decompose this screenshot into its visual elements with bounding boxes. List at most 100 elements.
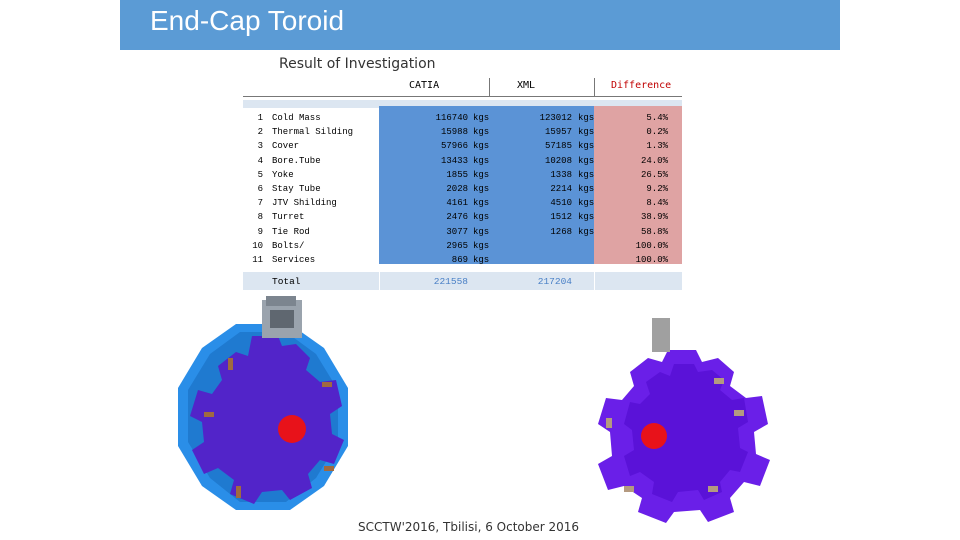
component-name: Tie Rod [272,226,310,237]
total-xml: 217204 [537,276,572,287]
catia-unit: kgs [473,127,490,138]
component-name: Services [272,254,316,265]
difference-value: 24.0% [640,155,668,166]
total-band-divider [379,272,380,290]
xml-value: 1338 [550,169,572,180]
row-number: 1 [257,113,263,123]
component-name: Cover [272,141,300,152]
catia-toroid-image [178,296,348,510]
row-number: 5 [257,169,263,180]
catia-value: 869 [451,254,468,265]
difference-value: 100.0% [635,240,668,251]
difference-value: 38.9% [640,212,668,223]
xml-value [525,239,572,253]
catia-unit: kgs [473,169,490,180]
total-label: Total [272,276,301,287]
row-number: 10 [252,240,263,251]
xml-header: XML [517,80,536,91]
catia-unit: kgs [473,212,490,223]
xml-unit: kgs [578,226,595,237]
row-number-column: 1 2 3 4 5 6 7 8 9 10 11 [243,111,263,267]
component-name: Thermal Silding [272,127,354,138]
catia-value-column: 116740 15988 57966 13433 1855 2028 4161 2476 307… [420,111,468,267]
row-number: 6 [257,183,263,194]
xml-unit: kgs [578,198,595,209]
total-band-divider [594,272,595,290]
xml-unit-column: kgs kgs kgs kgs kgs kgs kgs kgs kgs [578,111,598,267]
xml-unit: kgs [578,127,595,138]
row-number: 9 [257,226,263,237]
component-name: Stay Tube [272,183,321,194]
xml-value: 10208 [544,155,572,166]
difference-band [594,106,682,264]
component-name: Yoke [272,169,294,180]
xml-unit: kgs [578,183,595,194]
catia-xml-band [379,106,594,264]
difference-value: 8.4% [646,198,668,209]
xml-unit: kgs [578,141,595,152]
xml-value: 15957 [544,127,572,138]
header-divider [489,78,490,96]
difference-value: 26.5% [640,169,668,180]
catia-unit: kgs [473,113,490,123]
catia-unit: kgs [473,183,490,194]
catia-unit: kgs [473,141,490,152]
total-band [243,272,682,290]
catia-unit: kgs [473,198,490,209]
slide-title: End-Cap Toroid [150,5,345,36]
difference-value: 5.4% [646,113,668,123]
catia-value: 13433 [440,155,468,166]
xml-value-column: 123012 15957 57185 10208 1338 2214 4510 1512 126… [525,111,572,267]
row-number: 2 [257,127,263,138]
component-name: Turret [272,212,305,223]
difference-value: 1.3% [646,141,668,152]
difference-value: 0.2% [646,127,668,138]
difference-value: 100.0% [635,254,668,265]
difference-header: Difference [611,80,672,91]
difference-value: 58.8% [640,226,668,237]
catia-value: 116740 [435,113,468,123]
xml-unit: kgs [578,212,595,223]
xml-unit: kgs [578,169,595,180]
component-name: Cold Mass [272,113,321,123]
catia-unit: kgs [473,240,490,251]
xml-value: 2214 [550,183,572,194]
slide-footer: SCCTW'2016, Tbilisi, 6 October 2016 [358,520,580,534]
row-number: 11 [252,254,263,265]
xml-unit: kgs [578,155,595,166]
catia-value: 4161 [446,198,468,209]
xml-unit [578,253,598,267]
total-catia: 221558 [433,276,468,287]
difference-column: 5.4% 0.2% 1.3% 24.0% 26.5% 9.2% 8.4% 38.9% 58.8%… [610,111,668,267]
xml-value: 57185 [544,141,572,152]
row-number: 4 [257,155,263,166]
catia-header: CATIA [409,80,440,91]
catia-value: 3077 [446,226,468,237]
header-rule [243,96,682,97]
xml-value [525,253,572,267]
catia-unit: kgs [473,254,490,265]
catia-unit: kgs [473,226,490,237]
header-divider [594,78,595,96]
xml-toroid-image [598,318,770,523]
component-name: Bore.Tube [272,155,321,166]
xml-value: 4510 [550,198,572,209]
slide-subtitle: Result of Investigation [279,56,436,72]
row-number: 7 [257,198,263,209]
component-name-column: Cold Mass Thermal Silding Cover Bore.Tube Yo… [272,111,372,267]
catia-value: 1855 [446,169,468,180]
row-number: 8 [257,212,263,223]
catia-value: 2028 [446,183,468,194]
title-banner: End-Cap Toroid [120,0,840,50]
catia-value: 2476 [446,212,468,223]
difference-value: 9.2% [646,183,668,194]
header-band [243,100,682,108]
catia-value: 15988 [440,127,468,138]
catia-value: 57966 [440,141,468,152]
catia-unit: kgs [473,155,490,166]
component-name: JTV Shilding [272,198,337,209]
xml-value: 1268 [550,226,572,237]
catia-value: 2965 [446,240,468,251]
xml-unit: kgs [578,113,595,123]
component-name: Bolts/ [272,240,305,251]
